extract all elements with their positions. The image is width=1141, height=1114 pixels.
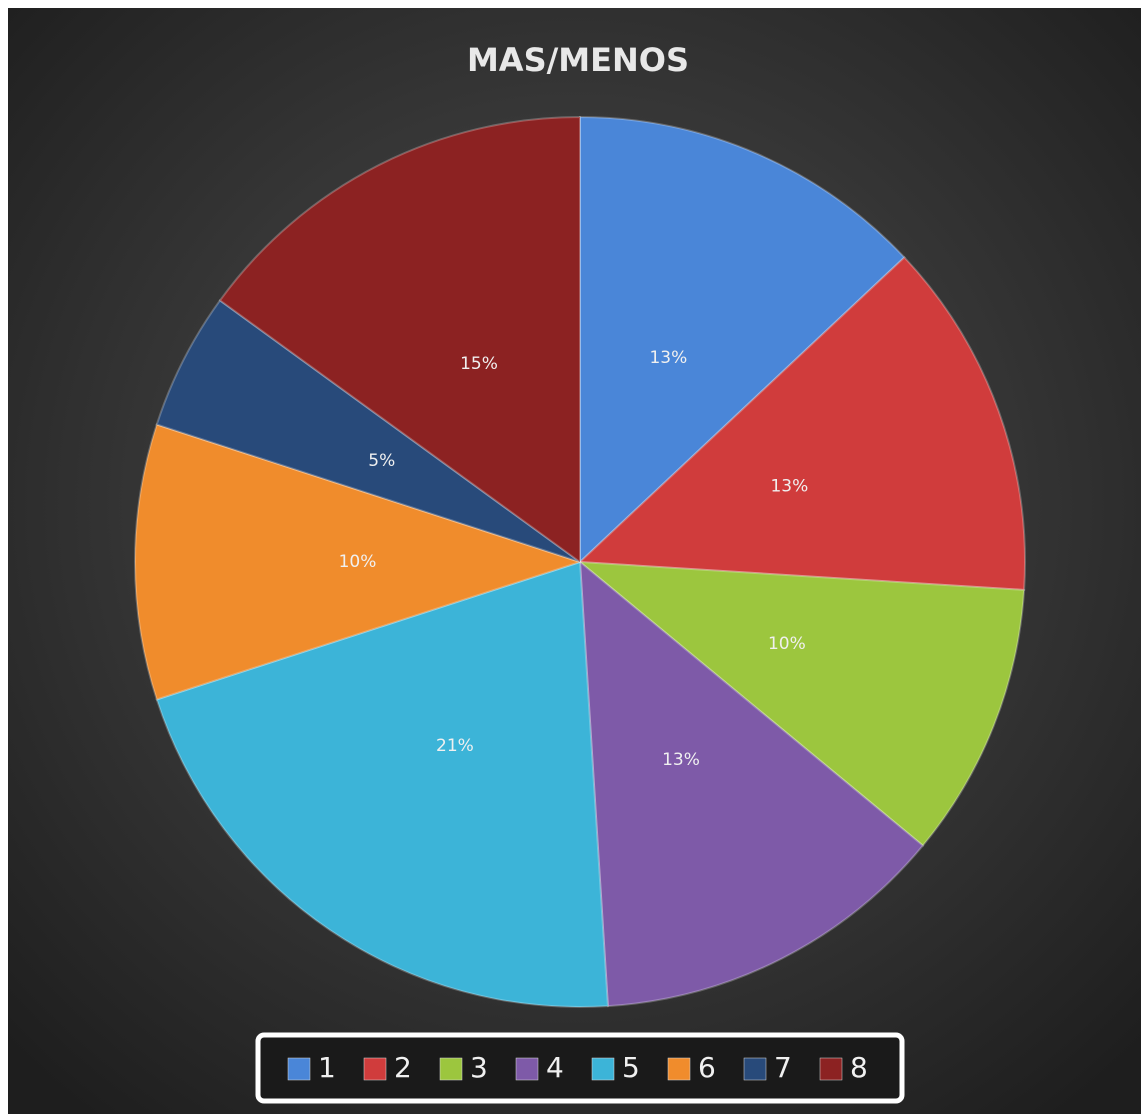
data-label: 5% xyxy=(368,451,395,471)
pie-slice xyxy=(218,115,581,564)
legend-label: 3 xyxy=(470,1051,488,1084)
legend-swatch xyxy=(439,1057,463,1081)
legend-label: 8 xyxy=(850,1051,868,1084)
legend-swatch xyxy=(743,1057,767,1081)
data-label: 10% xyxy=(768,634,806,654)
data-label: 13% xyxy=(770,477,808,497)
pie-slice xyxy=(577,255,1026,592)
legend-label: 6 xyxy=(698,1051,716,1084)
legend-label: 2 xyxy=(394,1051,412,1084)
pie-slice xyxy=(134,423,584,701)
pie-slice xyxy=(578,559,925,1008)
data-label: 15% xyxy=(460,354,498,374)
legend-label: 5 xyxy=(622,1051,640,1084)
legend-swatch xyxy=(515,1057,539,1081)
legend-swatch xyxy=(667,1057,691,1081)
pie-slice xyxy=(576,560,1026,848)
pie-slice xyxy=(579,115,906,565)
data-label: 10% xyxy=(339,552,377,572)
legend-swatch xyxy=(287,1057,311,1081)
chart-title: MAS/MENOS xyxy=(467,41,689,79)
legend-box xyxy=(255,1032,905,1104)
legend-label: 4 xyxy=(546,1051,564,1084)
pie-slice xyxy=(155,299,581,563)
legend-label: 7 xyxy=(774,1051,792,1084)
data-label: 13% xyxy=(649,348,687,368)
legend-swatch xyxy=(363,1057,387,1081)
pie-slice xyxy=(155,560,610,1008)
legend-swatch xyxy=(819,1057,843,1081)
legend-swatch xyxy=(591,1057,615,1081)
data-label: 13% xyxy=(662,750,700,770)
data-label: 21% xyxy=(436,736,474,756)
legend-label: 1 xyxy=(318,1051,336,1084)
